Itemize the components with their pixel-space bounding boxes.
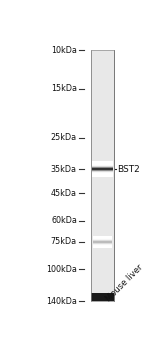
Text: 75kDa: 75kDa (51, 237, 77, 247)
Text: 45kDa: 45kDa (51, 189, 77, 198)
Bar (91, 50, 114, 301)
Text: 60kDa: 60kDa (51, 216, 77, 225)
Text: 35kDa: 35kDa (51, 165, 77, 174)
Text: 100kDa: 100kDa (46, 265, 77, 274)
Text: 15kDa: 15kDa (51, 84, 77, 93)
Bar (91, 293, 114, 301)
Text: Mouse liver: Mouse liver (104, 263, 145, 303)
Text: 140kDa: 140kDa (46, 297, 77, 306)
Text: 10kDa: 10kDa (51, 46, 77, 55)
Text: BST2: BST2 (118, 165, 140, 174)
Text: 25kDa: 25kDa (51, 133, 77, 142)
